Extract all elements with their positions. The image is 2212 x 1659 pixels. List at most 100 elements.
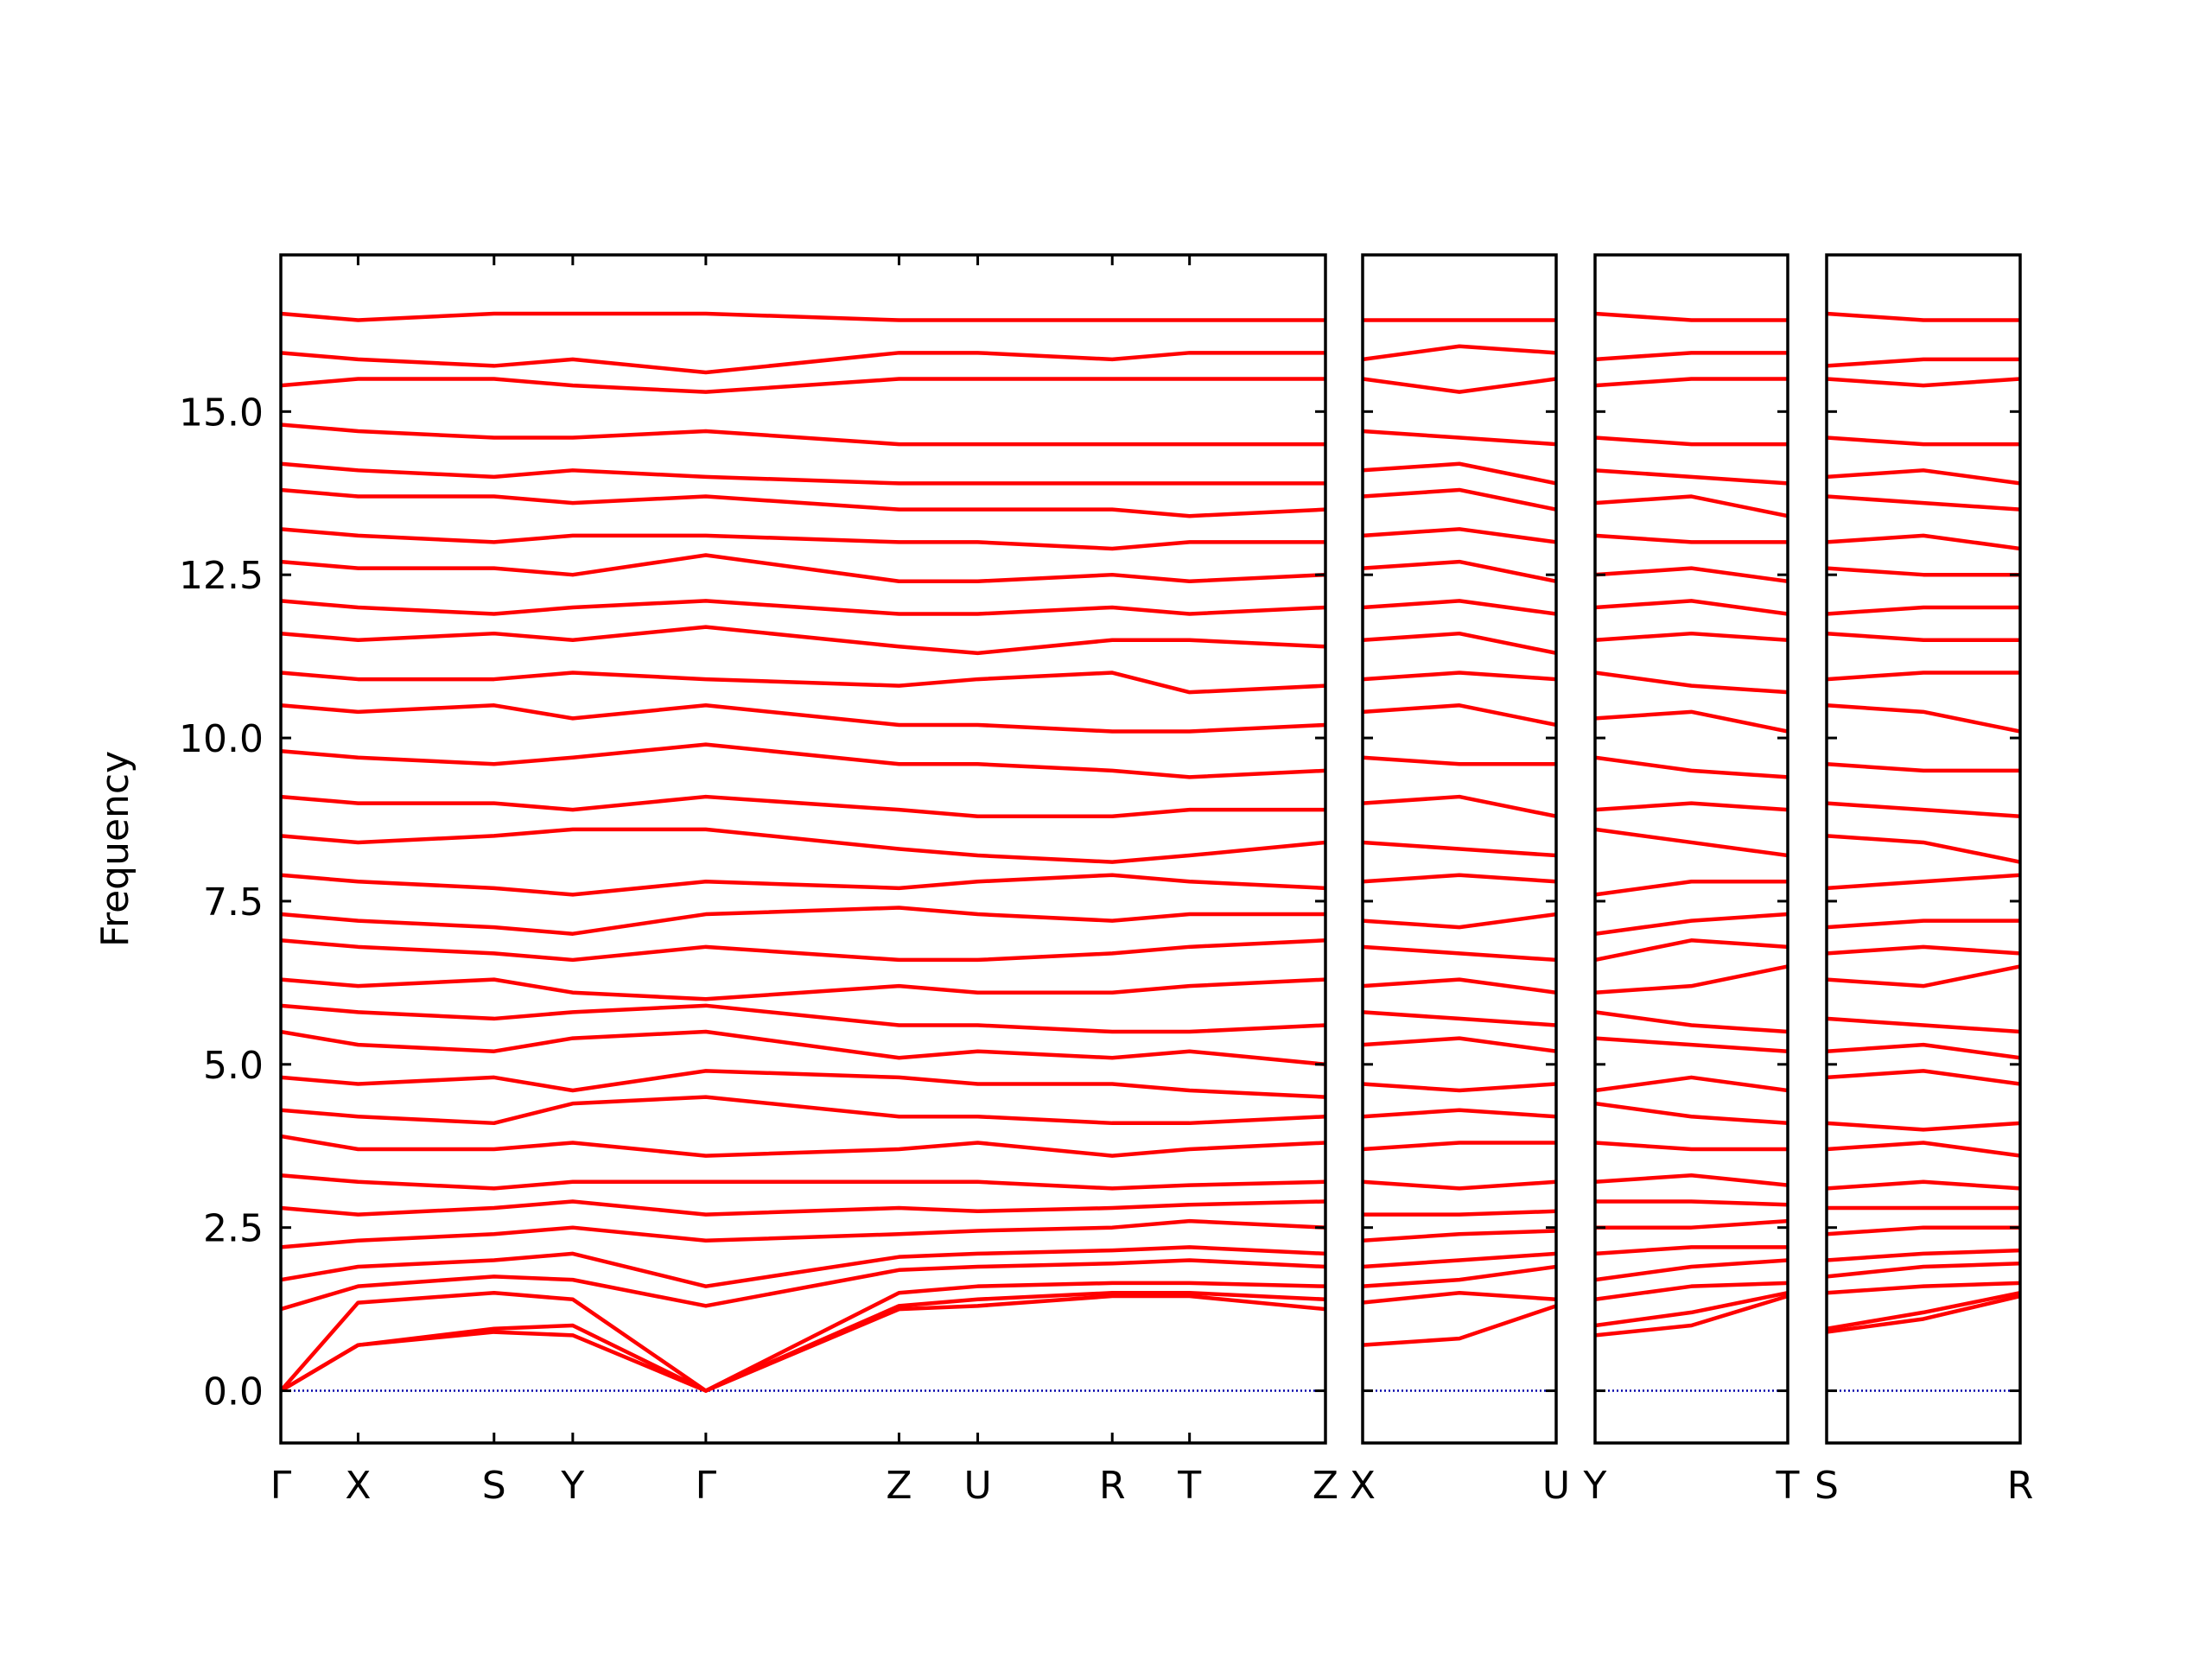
- band-line: [1595, 671, 1788, 695]
- band-line: [1595, 351, 1788, 362]
- y-tick-label: 12.5: [179, 554, 264, 598]
- y-tick-label: 0.0: [203, 1370, 264, 1414]
- band-line: [1363, 1251, 1556, 1269]
- band-line: [281, 1245, 1325, 1288]
- band-line: [1595, 1173, 1788, 1187]
- band-line: [281, 1029, 1325, 1067]
- band-line: [281, 461, 1325, 486]
- band-line: [281, 977, 1325, 1001]
- band-line: [1595, 494, 1788, 518]
- band-line: [281, 1281, 1325, 1393]
- band-line: [1595, 311, 1788, 322]
- band-line: [281, 827, 1325, 864]
- band-line: [1827, 566, 2020, 577]
- band-line: [1363, 527, 1556, 544]
- band-line: [1363, 840, 1556, 858]
- band-line: [281, 423, 1325, 447]
- band-line: [281, 671, 1325, 695]
- band-line: [281, 377, 1325, 394]
- band-line: [1827, 1291, 2020, 1332]
- band-line: [281, 625, 1325, 656]
- band-line: [1595, 599, 1788, 616]
- band-line: [1827, 605, 2020, 616]
- band-line: [1827, 801, 2020, 818]
- band-line: [1363, 1082, 1556, 1093]
- x-tick-label: S: [1815, 1464, 1839, 1508]
- band-line: [1363, 429, 1556, 447]
- band-line: [1595, 1141, 1788, 1152]
- y-tick-label: 2.5: [203, 1207, 264, 1251]
- band-line: [1595, 1036, 1788, 1053]
- band-line: [1363, 794, 1556, 818]
- band-line: [1827, 944, 2020, 956]
- band-line: [1827, 1121, 2020, 1132]
- band-line: [1595, 964, 1788, 995]
- y-tick-label: 7.5: [203, 880, 264, 925]
- band-line: [1827, 918, 2020, 930]
- band-line: [1363, 671, 1556, 682]
- band-line: [1827, 1141, 2020, 1158]
- band-line: [1827, 1042, 2020, 1060]
- band-line: [1595, 938, 1788, 963]
- band-line: [1595, 1258, 1788, 1282]
- band-line: [1827, 964, 2020, 988]
- band-line: [281, 351, 1325, 375]
- band-line: [281, 938, 1325, 963]
- band-line: [1827, 377, 2020, 388]
- band-line: [1363, 1290, 1556, 1305]
- band-line: [281, 1290, 1325, 1393]
- band-line: [1827, 762, 2020, 773]
- band-line: [281, 1134, 1325, 1158]
- x-tick-label: R: [2007, 1464, 2034, 1508]
- axes-frame: [1825, 253, 2022, 1445]
- band-line: [1595, 1199, 1788, 1207]
- y-tick-label: 15.0: [179, 391, 264, 435]
- axes-frame: [279, 253, 1327, 1445]
- x-tick-label: Z: [886, 1464, 912, 1508]
- band-line: [1595, 566, 1788, 583]
- band-line: [1827, 1261, 2020, 1279]
- band-line: [1363, 977, 1556, 995]
- band-line: [1595, 1281, 1788, 1302]
- x-tick-label: Γ: [696, 1464, 717, 1508]
- band-line: [1363, 599, 1556, 616]
- band-line: [1363, 1229, 1556, 1243]
- band-line: [1595, 1010, 1788, 1034]
- band-line: [281, 742, 1325, 779]
- band-line: [1363, 1108, 1556, 1119]
- x-tick-label: Γ: [270, 1464, 292, 1508]
- band-line: [1827, 1281, 2020, 1295]
- band-line: [281, 1218, 1325, 1249]
- band-line: [1595, 1245, 1788, 1256]
- band-line: [1363, 703, 1556, 728]
- band-line: [1595, 377, 1788, 388]
- axes-frame: [1361, 253, 1558, 1445]
- band-line: [1827, 1248, 2020, 1262]
- band-line: [281, 1258, 1325, 1312]
- band-line: [1363, 873, 1556, 884]
- band-line: [1363, 1304, 1556, 1347]
- band-line: [1827, 671, 2020, 682]
- band-line: [1827, 357, 2020, 368]
- band-line: [1363, 912, 1556, 930]
- band-line: [281, 1199, 1325, 1217]
- band-line: [1363, 1141, 1556, 1152]
- x-tick-label: Y: [1583, 1464, 1607, 1508]
- band-line: [1827, 1016, 2020, 1034]
- band-line: [281, 1095, 1325, 1126]
- band-line: [1363, 631, 1556, 656]
- band-line: [281, 311, 1325, 322]
- band-line: [1595, 1101, 1788, 1126]
- band-line: [281, 703, 1325, 734]
- band-line: [1595, 801, 1788, 812]
- band-line: [1363, 944, 1556, 963]
- band-line: [1595, 827, 1788, 858]
- band-line: [281, 794, 1325, 818]
- band-line: [1363, 344, 1556, 362]
- band-line: [1595, 880, 1788, 897]
- y-tick-label: 10.0: [179, 717, 264, 761]
- band-line: [1827, 1294, 2020, 1334]
- band-line: [1363, 755, 1556, 766]
- band-line: [281, 906, 1325, 936]
